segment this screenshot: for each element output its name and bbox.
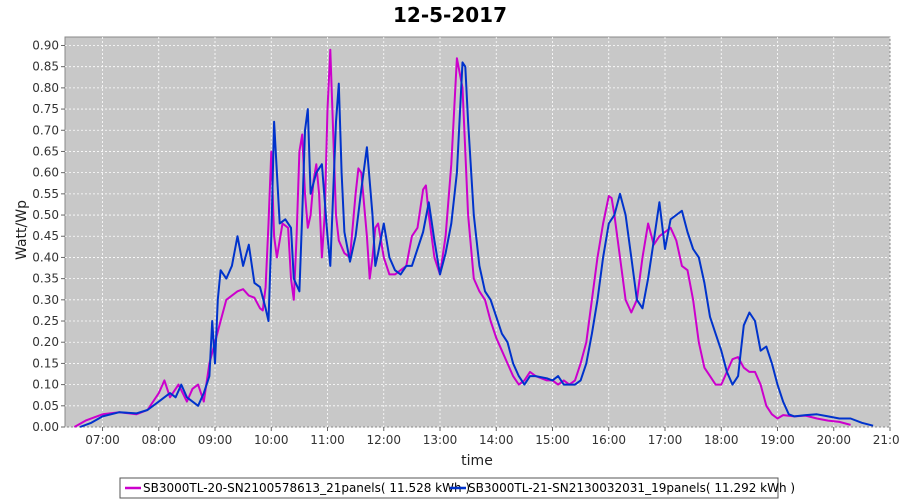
y-tick-label: 0.00 [32,420,59,434]
y-tick-label: 0.50 [32,208,59,222]
x-tick-label: 17:00 [648,433,683,447]
y-tick-label: 0.90 [32,38,59,52]
y-tick-label: 0.30 [32,293,59,307]
grid-lines [65,37,891,428]
legend-box [119,477,779,499]
plot-area [64,36,891,428]
x-tick-label: 16:00 [591,433,626,447]
y-tick-label: 0.05 [32,399,59,413]
chart-title: 12-5-2017 [393,3,507,27]
y-tick-label: 0.45 [32,229,59,243]
y-tick-label: 0.70 [32,123,59,137]
x-tick-label: 14:00 [479,433,514,447]
y-axis: 0.00 0.05 0.10 0.15 0.20 0.25 0.30 0.35 0.40 0.45… [32,38,65,434]
x-tick-label: 12:00 [366,433,401,447]
y-tick-label: 0.40 [32,250,59,264]
series-line-1 [73,48,851,428]
x-tick-label: 08:00 [141,433,176,447]
legend-label-1: SB3000TL-20-SN2100578613_21panels( 11.52… [143,481,470,495]
y-axis-label: Watt/Wp [14,200,30,260]
y-tick-label: 0.80 [32,81,59,95]
y-tick-label: 0.75 [32,102,59,116]
y-tick-label: 0.55 [32,187,59,201]
x-axis-label: time [461,453,493,469]
x-tick-label: 13:00 [423,433,458,447]
series-lines [73,48,874,428]
series-line-2 [79,61,874,428]
y-tick-label: 0.65 [32,144,59,158]
x-tick-label: 20:00 [816,433,851,447]
x-axis: 07:00 08:00 09:00 10:00 11:00 12:00 13:00 14:00… [85,427,900,447]
x-tick-label: 19:00 [760,433,795,447]
x-tick-label: 18:00 [704,433,739,447]
x-tick-label: 07:00 [85,433,120,447]
y-tick-label: 0.25 [32,314,59,328]
y-tick-label: 0.60 [32,166,59,180]
y-tick-label: 0.15 [32,356,59,370]
y-tick-label: 0.85 [32,60,59,74]
y-tick-label: 0.35 [32,272,59,286]
legend-label-2: SB3000TL-21-SN2130032031_19panels( 11.29… [468,481,795,495]
x-tick-label: 11:00 [310,433,345,447]
x-tick-label: 10:00 [254,433,289,447]
x-tick-label: 09:00 [198,433,233,447]
x-tick-label: 15:00 [535,433,570,447]
legend: SB3000TL-20-SN2100578613_21panels( 11.52… [119,477,795,499]
y-tick-label: 0.20 [32,335,59,349]
x-tick-label: 21:00 [873,433,900,447]
y-tick-label: 0.10 [32,378,59,392]
